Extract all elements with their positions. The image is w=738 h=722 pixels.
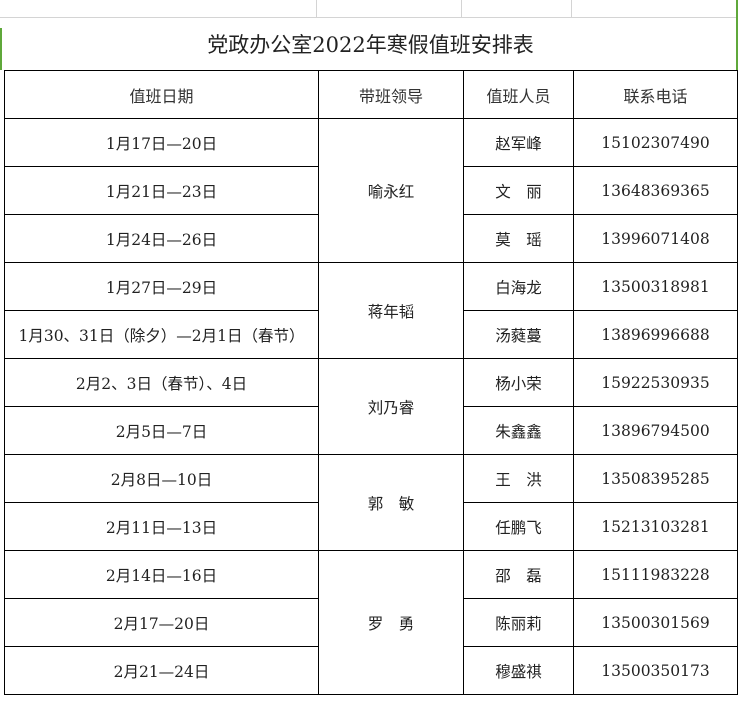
phone-cell[interactable]: 13896794500	[573, 406, 738, 455]
selection-border-left	[0, 28, 2, 70]
table-row: 2月2、3日（春节）、4日 刘乃睿 杨小荣 15922530935	[4, 358, 738, 455]
leader-cell[interactable]: 喻永红	[318, 118, 464, 263]
date-cell[interactable]: 2月21—24日	[4, 646, 319, 695]
date-cell[interactable]: 1月30、31日（除夕）—2月1日（春节）	[4, 310, 319, 359]
staff-cell[interactable]: 白海龙	[463, 262, 574, 311]
table-row: 1月17日—20日 喻永红 赵军峰 15102307490	[4, 118, 738, 263]
phone-cell[interactable]: 15213103281	[573, 502, 738, 551]
phone-cell[interactable]: 15922530935	[573, 358, 738, 407]
leader-cell[interactable]: 罗 勇	[318, 550, 464, 695]
phone-cell[interactable]: 13896996688	[573, 310, 738, 359]
selection-border-right	[736, 0, 738, 70]
phone-cell[interactable]: 13508395285	[573, 454, 738, 503]
column-divider	[316, 0, 317, 17]
leader-cell[interactable]: 蒋年韬	[318, 262, 464, 359]
staff-cell[interactable]: 文 丽	[463, 166, 574, 215]
table-row: 1月24日—26日 莫 瑶 13996071408	[4, 214, 738, 263]
staff-cell[interactable]: 莫 瑶	[463, 214, 574, 263]
phone-cell[interactable]: 13500301569	[573, 598, 738, 647]
date-cell[interactable]: 2月11日—13日	[4, 502, 319, 551]
table-row: 1月27日—29日 蒋年韬 白海龙 13500318981	[4, 262, 738, 359]
staff-cell[interactable]: 王 洪	[463, 454, 574, 503]
staff-cell[interactable]: 朱鑫鑫	[463, 406, 574, 455]
column-header-strip	[0, 0, 738, 18]
leader-cell[interactable]: 郭 敏	[318, 454, 464, 551]
header-leader[interactable]: 带班领导	[318, 70, 464, 119]
header-date[interactable]: 值班日期	[4, 70, 319, 119]
table-row: 1月21日—23日 文 丽 13648369365	[4, 166, 738, 215]
column-divider	[571, 0, 572, 17]
staff-cell[interactable]: 赵军峰	[463, 118, 574, 167]
staff-cell[interactable]: 穆盛祺	[463, 646, 574, 695]
date-cell[interactable]: 2月14日—16日	[4, 550, 319, 599]
header-staff[interactable]: 值班人员	[463, 70, 574, 119]
phone-cell[interactable]: 13500318981	[573, 262, 738, 311]
table-row: 2月5日—7日 朱鑫鑫 13896794500	[4, 406, 738, 455]
date-cell[interactable]: 2月2、3日（春节）、4日	[4, 358, 319, 407]
date-cell[interactable]: 1月24日—26日	[4, 214, 319, 263]
date-cell[interactable]: 2月8日—10日	[4, 454, 319, 503]
date-cell[interactable]: 1月21日—23日	[4, 166, 319, 215]
staff-cell[interactable]: 陈丽莉	[463, 598, 574, 647]
phone-cell[interactable]: 13648369365	[573, 166, 738, 215]
column-divider	[461, 0, 462, 17]
duty-schedule-table: 值班日期 带班领导 值班人员 联系电话 1月17日—20日 喻永红 赵军峰 15102…	[4, 70, 738, 695]
date-cell[interactable]: 1月27日—29日	[4, 262, 319, 311]
phone-cell[interactable]: 13996071408	[573, 214, 738, 263]
phone-cell[interactable]: 15102307490	[573, 118, 738, 167]
table-row: 2月11日—13日 任鹏飞 15213103281	[4, 502, 738, 551]
table-row: 2月14日—16日罗 勇邵 磊 15111983228	[4, 550, 738, 695]
date-cell[interactable]: 1月17日—20日	[4, 118, 319, 167]
header-phone[interactable]: 联系电话	[573, 70, 738, 119]
date-cell[interactable]: 2月17—20日	[4, 598, 319, 647]
table-row: 2月8日—10日郭 敏王 洪 13508395285	[4, 454, 738, 551]
staff-cell[interactable]: 任鹏飞	[463, 502, 574, 551]
sheet-title-cell[interactable]: 党政办公室2022年寒假值班安排表	[207, 33, 534, 57]
header-row: 值班日期 带班领导 值班人员 联系电话	[4, 70, 738, 119]
staff-cell[interactable]: 汤蕤蔓	[463, 310, 574, 359]
leader-cell[interactable]: 刘乃睿	[318, 358, 464, 455]
staff-cell[interactable]: 杨小荣	[463, 358, 574, 407]
phone-cell[interactable]: 13500350173	[573, 646, 738, 695]
table-row: 1月30、31日（除夕）—2月1日（春节） 汤蕤蔓 13896996688	[4, 310, 738, 359]
phone-cell[interactable]: 15111983228	[573, 550, 738, 599]
date-cell[interactable]: 2月5日—7日	[4, 406, 319, 455]
table-row: 2月21—24日 穆盛祺 13500350173	[4, 646, 738, 695]
staff-cell[interactable]: 邵 磊	[463, 550, 574, 599]
